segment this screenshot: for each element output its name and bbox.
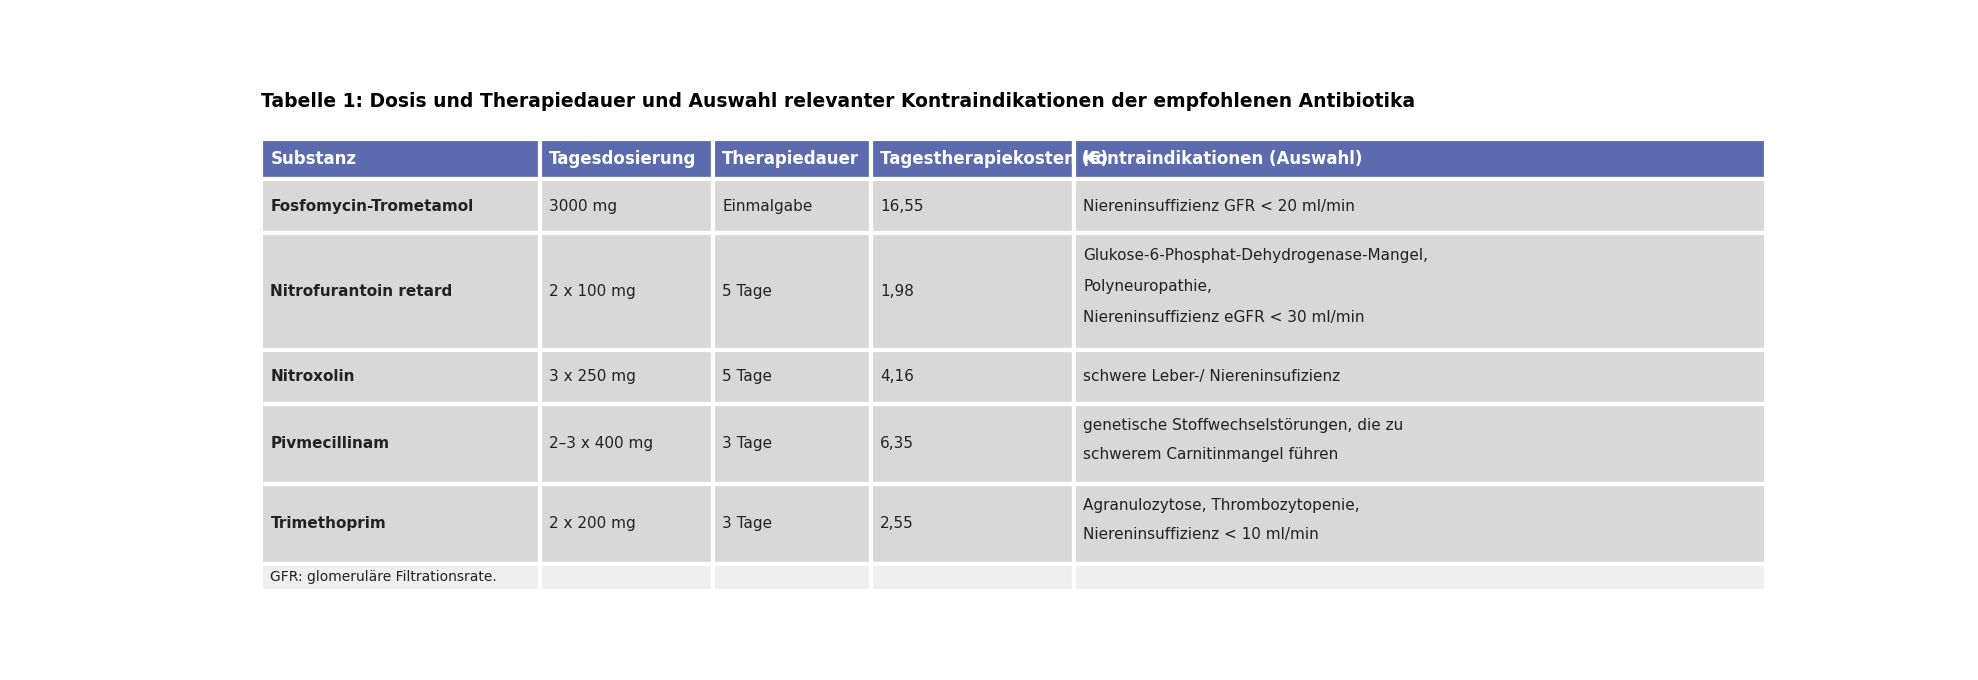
Bar: [261, 350, 540, 403]
Text: Nitroxolin: Nitroxolin: [271, 369, 354, 384]
Text: 3 x 250 mg: 3 x 250 mg: [550, 369, 635, 384]
Text: Trimethoprim: Trimethoprim: [271, 516, 386, 531]
Bar: [1074, 233, 1766, 350]
Bar: [1074, 139, 1766, 180]
Bar: [261, 180, 540, 233]
Text: 2 x 200 mg: 2 x 200 mg: [550, 516, 635, 531]
Bar: [540, 233, 712, 350]
Bar: [261, 403, 540, 483]
Bar: [540, 180, 712, 233]
Bar: [1074, 180, 1766, 233]
Bar: [540, 564, 712, 592]
Text: schwerem Carnitinmangel führen: schwerem Carnitinmangel führen: [1084, 447, 1339, 462]
Text: Pivmecillinam: Pivmecillinam: [271, 436, 390, 451]
Text: Kontraindikationen (Auswahl): Kontraindikationen (Auswahl): [1084, 150, 1363, 169]
Bar: [261, 139, 540, 180]
Text: Einmalgabe: Einmalgabe: [722, 199, 813, 214]
Bar: [540, 403, 712, 483]
Text: genetische Stoffwechselstörungen, die zu: genetische Stoffwechselstörungen, die zu: [1084, 418, 1404, 433]
Bar: [870, 233, 1074, 350]
Text: 16,55: 16,55: [880, 199, 924, 214]
Bar: [540, 350, 712, 403]
Bar: [870, 483, 1074, 564]
Bar: [261, 564, 540, 592]
Text: 2 x 100 mg: 2 x 100 mg: [550, 284, 635, 299]
Text: Tagestherapiekosten (€): Tagestherapiekosten (€): [880, 150, 1108, 169]
Text: Fosfomycin-Trometamol: Fosfomycin-Trometamol: [271, 199, 475, 214]
Text: Niereninsuffizienz GFR < 20 ml/min: Niereninsuffizienz GFR < 20 ml/min: [1084, 199, 1355, 214]
Bar: [870, 139, 1074, 180]
Bar: [540, 139, 712, 180]
Bar: [712, 564, 870, 592]
Bar: [712, 350, 870, 403]
Bar: [712, 180, 870, 233]
Bar: [261, 483, 540, 564]
Bar: [712, 233, 870, 350]
Text: Polyneuropathie,: Polyneuropathie,: [1084, 279, 1213, 294]
Text: 1,98: 1,98: [880, 284, 914, 299]
Text: schwere Leber-/ Niereninsufizienz: schwere Leber-/ Niereninsufizienz: [1084, 369, 1341, 384]
Bar: [712, 403, 870, 483]
Bar: [1074, 483, 1766, 564]
Bar: [712, 139, 870, 180]
Text: 3000 mg: 3000 mg: [550, 199, 617, 214]
Text: Tagesdosierung: Tagesdosierung: [550, 150, 696, 169]
Bar: [1074, 350, 1766, 403]
Text: Tabelle 1: Dosis und Therapiedauer und Auswahl relevanter Kontraindikationen der: Tabelle 1: Dosis und Therapiedauer und A…: [261, 92, 1416, 111]
Text: GFR: glomeruläre Filtrationsrate.: GFR: glomeruläre Filtrationsrate.: [271, 571, 496, 585]
Bar: [540, 483, 712, 564]
Bar: [870, 350, 1074, 403]
Bar: [870, 403, 1074, 483]
Text: 3 Tage: 3 Tage: [722, 516, 771, 531]
Bar: [870, 564, 1074, 592]
Bar: [870, 180, 1074, 233]
Text: 2–3 x 400 mg: 2–3 x 400 mg: [550, 436, 653, 451]
Text: Nitrofurantoin retard: Nitrofurantoin retard: [271, 284, 453, 299]
Text: Niereninsuffizienz < 10 ml/min: Niereninsuffizienz < 10 ml/min: [1084, 526, 1319, 542]
Text: 5 Tage: 5 Tage: [722, 284, 771, 299]
Bar: [1074, 403, 1766, 483]
Text: Niereninsuffizienz eGFR < 30 ml/min: Niereninsuffizienz eGFR < 30 ml/min: [1084, 310, 1365, 325]
Text: 4,16: 4,16: [880, 369, 914, 384]
Text: Glukose-6-Phosphat-Dehydrogenase-Mangel,: Glukose-6-Phosphat-Dehydrogenase-Mangel,: [1084, 248, 1428, 263]
Bar: [1074, 564, 1766, 592]
Bar: [261, 233, 540, 350]
Text: Therapiedauer: Therapiedauer: [722, 150, 858, 169]
Text: 6,35: 6,35: [880, 436, 914, 451]
Bar: [712, 483, 870, 564]
Text: 5 Tage: 5 Tage: [722, 369, 771, 384]
Text: 2,55: 2,55: [880, 516, 914, 531]
Text: 3 Tage: 3 Tage: [722, 436, 771, 451]
Text: Substanz: Substanz: [271, 150, 356, 169]
Text: Agranulozytose, Thrombozytopenie,: Agranulozytose, Thrombozytopenie,: [1084, 498, 1359, 513]
